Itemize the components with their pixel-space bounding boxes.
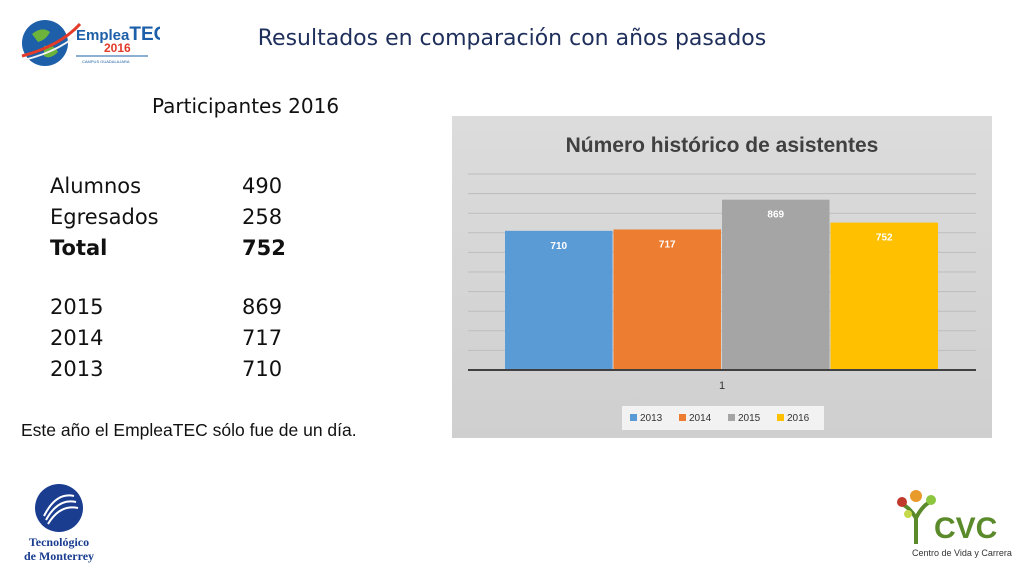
stat-row-total: Total 752 (50, 232, 310, 263)
history-row-2013: 2013 710 (50, 353, 310, 384)
data-label-2015: 869 (767, 210, 784, 221)
data-label-2016: 752 (876, 233, 893, 244)
history-label: 2014 (50, 325, 104, 350)
legend-label-2016: 2016 (787, 413, 810, 424)
stat-value: 752 (242, 235, 286, 260)
svg-text:Tecnológico: Tecnológico (29, 535, 89, 549)
stat-label: Alumnos (50, 173, 142, 198)
svg-text:CVC: CVC (934, 512, 997, 545)
bar-2016 (830, 222, 938, 370)
svg-text:de Monterrey: de Monterrey (24, 549, 94, 563)
note-text: Este año el EmpleaTEC sólo fue de un día… (21, 420, 357, 440)
history-label: 2015 (50, 294, 104, 319)
data-label-2014: 717 (659, 239, 676, 250)
history-value: 710 (242, 356, 283, 381)
stat-row-alumnos: Alumnos 490 (50, 170, 310, 201)
legend-label-2013: 2013 (640, 413, 663, 424)
bar-2015 (722, 199, 830, 370)
stat-label: Egresados (50, 204, 159, 229)
chart-svg: Número histórico de asistentes 710 717 869… (468, 134, 976, 430)
stat-label: Total (50, 235, 108, 260)
legend-box (622, 406, 824, 430)
subtitle-participantes: Participantes 2016 (152, 94, 340, 118)
chart-title: Número histórico de asistentes (566, 134, 879, 157)
legend-label-2014: 2014 (689, 413, 712, 424)
stat-value: 490 (242, 173, 283, 198)
history-value: 869 (242, 294, 283, 319)
empleatec-logo: EmpleaTEC 2016 CAMPUS GUADALAJARA (20, 16, 168, 70)
bar-2013 (505, 230, 613, 370)
data-label-2013: 710 (550, 241, 567, 252)
chart-legend: 2013 2014 2015 2016 (630, 413, 810, 424)
chart-bars: 710 717 869 752 (505, 199, 938, 370)
legend-swatch-2016 (777, 414, 784, 421)
stats-block: Alumnos 490 Egresados 258 Total 752 2015… (50, 170, 310, 384)
legend-swatch-2015 (728, 414, 735, 421)
legend-label-2015: 2015 (738, 413, 761, 424)
cvc-logo: CVC Centro de Vida y Carrera (896, 488, 1014, 562)
history-value: 717 (242, 325, 283, 350)
history-row-2015: 2015 869 (50, 291, 310, 322)
stat-value: 258 (242, 204, 283, 229)
svg-text:2016: 2016 (104, 41, 131, 55)
stat-row-egresados: Egresados 258 (50, 201, 310, 232)
legend-swatch-2014 (679, 414, 686, 421)
legend-swatch-2013 (630, 414, 637, 421)
attendance-chart: Número histórico de asistentes 710 717 869… (452, 116, 992, 438)
history-label: 2013 (50, 356, 104, 381)
svg-text:Centro de Vida y Carrera: Centro de Vida y Carrera (912, 548, 1012, 558)
tec-monterrey-logo: Tecnológico de Monterrey (16, 482, 102, 568)
svg-text:CAMPUS GUADALAJARA: CAMPUS GUADALAJARA (82, 59, 130, 64)
slide-title: Resultados en comparación con años pasad… (257, 26, 767, 51)
category-label: 1 (719, 380, 725, 392)
history-row-2014: 2014 717 (50, 322, 310, 353)
svg-text:EmpleaTEC: EmpleaTEC (76, 24, 160, 45)
bar-2014 (613, 229, 721, 370)
